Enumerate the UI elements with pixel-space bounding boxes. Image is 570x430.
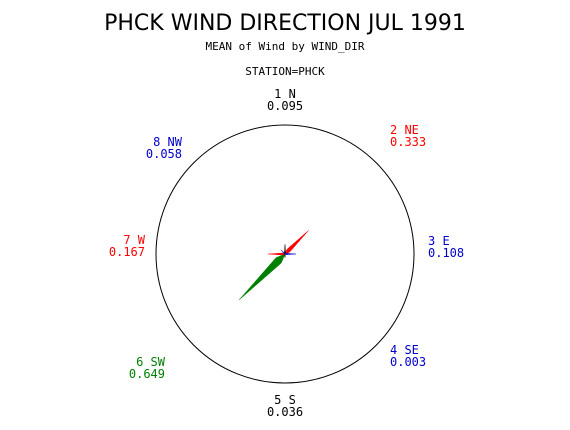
chart-subtitle: MEAN of Wind by WIND_DIR: [206, 40, 365, 53]
petal-ne: [284, 230, 309, 255]
chart-title: PHCK WIND DIRECTION JUL 1991: [104, 11, 466, 36]
direction-value-nw: 0.058: [146, 147, 182, 161]
direction-label-sw: 6 SW: [136, 355, 166, 369]
direction-label-w: 7 W: [123, 233, 145, 247]
direction-label-n: 1 N: [274, 87, 296, 101]
direction-label-se: 4 SE: [390, 343, 419, 357]
direction-value-se: 0.003: [390, 355, 426, 369]
direction-value-n: 0.095: [267, 99, 303, 113]
petal-e: [284, 253, 296, 255]
direction-label-ne: 2 NE: [390, 123, 419, 137]
direction-label-nw: 8 NW: [153, 135, 183, 149]
direction-label-e: 3 E: [428, 234, 450, 248]
direction-value-e: 0.108: [428, 246, 464, 260]
petal-nw: [280, 249, 286, 255]
direction-value-ne: 0.333: [390, 135, 426, 149]
petals-group: [238, 230, 309, 301]
petal-sw: [238, 253, 286, 301]
direction-value-sw: 0.649: [129, 367, 165, 381]
station-label: STATION=PHCK: [245, 65, 325, 78]
direction-label-s: 5 S: [274, 393, 296, 407]
direction-value-w: 0.167: [109, 245, 145, 259]
direction-value-s: 0.036: [267, 405, 303, 419]
petal-n: [284, 244, 286, 255]
rose-circle: [155, 124, 415, 384]
petal-w: [268, 252, 286, 256]
